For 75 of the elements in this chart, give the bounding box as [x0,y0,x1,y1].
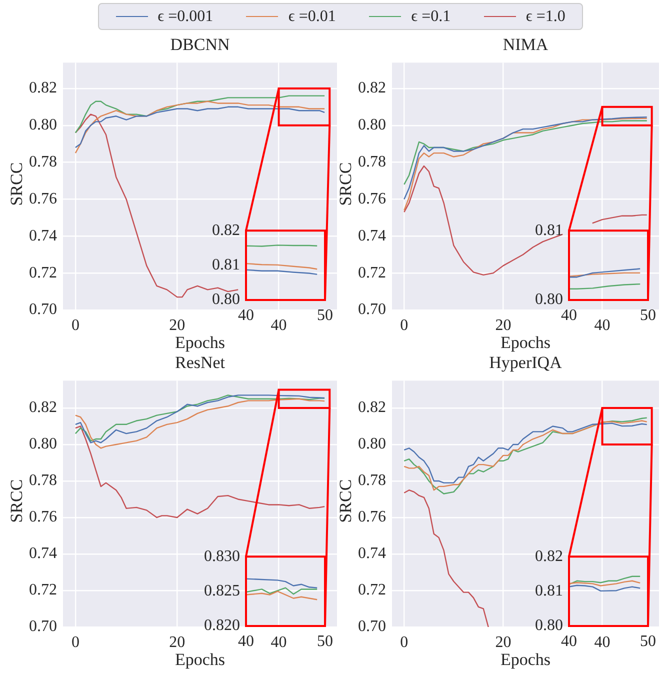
chart-title: HyperIQA [489,353,562,373]
x-tick-label: 50 [640,632,656,650]
y-tick-label: 0.81 [535,582,563,600]
x-tick-label: 0 [71,634,80,651]
y-tick-label: 0.825 [204,582,240,600]
y-tick-label: 0.80 [358,436,386,453]
y-tick-label: 0.80 [358,116,386,134]
y-tick-label: 0.80 [535,291,563,308]
legend-label: ϵ =1.0 [526,8,566,26]
y-tick-label: 0.76 [358,190,386,208]
y-tick-label: 0.76 [29,190,57,208]
y-tick-label: 0.70 [29,618,57,636]
x-tick-label: 50 [317,632,333,650]
y-tick-label: 0.78 [358,472,386,490]
y-tick-label: 0.78 [29,154,57,170]
x-axis-title: Epochs [174,333,226,353]
x-tick-label: 20 [495,316,512,334]
y-tick-label: 0.82 [358,399,386,416]
y-tick-label: 0.72 [29,264,57,282]
chart-title: ResNet [174,353,226,373]
y-tick-label: 0.72 [29,582,57,599]
x-tick-label: 40 [238,306,254,324]
y-tick-label: 0.70 [358,301,386,318]
x-tick-label: 20 [169,316,186,334]
x-tick-label: 40 [270,634,287,651]
y-tick-label: 0.70 [29,301,57,318]
y-tick-label: 0.80 [535,617,563,634]
x-tick-label: 40 [561,632,577,650]
legend-label: ϵ =0.01 [288,8,336,26]
x-tick-label: 40 [238,632,254,650]
y-axis-title: SRCC [7,162,27,206]
y-axis-title: SRCC [7,479,27,523]
y-tick-label: 0.80 [29,116,57,134]
x-tick-label: 40 [594,634,610,651]
x-tick-label: 40 [594,316,610,334]
y-tick-label: 0.82 [29,399,57,416]
x-tick-label: 20 [495,634,512,651]
x-tick-label: 20 [169,634,186,651]
y-tick-label: 0.74 [358,227,386,244]
legend-label: ϵ =0.001 [158,8,214,26]
x-axis-title: Epochs [500,650,551,670]
x-tick-label: 0 [400,316,408,334]
chart-title: DBCNN [170,35,230,55]
y-tick-label: 0.74 [29,227,57,244]
y-tick-label: 0.76 [29,508,57,526]
legend-label: ϵ =0.1 [411,8,451,26]
y-tick-label: 0.72 [358,264,386,282]
y-tick-label: 0.72 [358,582,386,599]
y-tick-label: 0.82 [29,80,57,97]
y-tick-label: 0.830 [204,548,240,565]
x-tick-label: 40 [561,306,577,324]
y-tick-label: 0.820 [204,617,240,634]
x-tick-label: 50 [640,306,656,324]
y-tick-label: 0.82 [358,80,386,97]
x-tick-label: 0 [71,316,80,334]
y-tick-label: 0.82 [212,222,240,239]
y-tick-label: 0.82 [535,548,563,565]
x-tick-label: 50 [317,306,333,324]
y-axis-title: SRCC [336,479,356,523]
y-tick-label: 0.78 [358,154,386,170]
y-tick-label: 0.80 [212,291,240,308]
y-tick-label: 0.78 [29,472,57,490]
x-axis-title: Epochs [500,333,551,353]
x-tick-label: 40 [270,316,287,334]
y-tick-label: 0.80 [29,436,57,453]
y-tick-label: 0.70 [358,618,386,636]
y-tick-label: 0.74 [29,545,57,562]
y-tick-label: 0.81 [535,222,563,239]
y-tick-label: 0.76 [358,508,386,526]
y-tick-label: 0.81 [212,256,240,274]
x-axis-title: Epochs [174,650,226,670]
y-axis-title: SRCC [336,162,356,206]
y-tick-label: 0.74 [358,545,386,562]
x-tick-label: 0 [400,634,408,651]
chart-title: NIMA [502,35,548,55]
